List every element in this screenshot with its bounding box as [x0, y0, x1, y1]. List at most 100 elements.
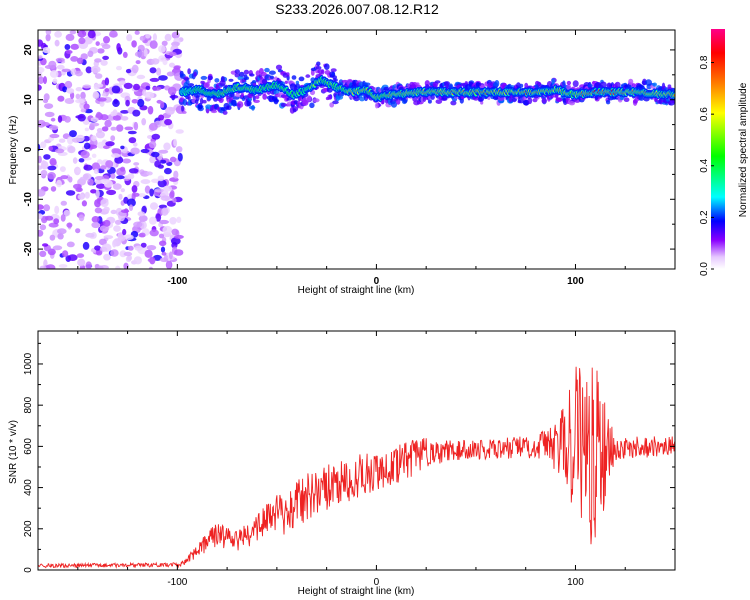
noise-blob	[127, 255, 132, 261]
noise-blob	[139, 232, 146, 238]
noise-blob	[116, 124, 124, 132]
noise-blob	[127, 130, 137, 135]
noise-blob	[66, 88, 75, 94]
noise-blob	[110, 173, 116, 180]
noise-blob	[105, 141, 115, 147]
y-tick-label: -10	[23, 192, 34, 207]
noise-blob	[100, 59, 108, 66]
noise-blob	[133, 162, 140, 166]
noise-blob	[161, 207, 169, 216]
noise-blob	[103, 179, 113, 188]
noise-blob	[158, 45, 166, 53]
noise-blob	[49, 234, 56, 241]
ridge-halo	[566, 80, 572, 86]
noise-blob	[128, 168, 139, 174]
noise-blob	[65, 33, 75, 42]
noise-blob	[94, 207, 103, 214]
noise-blob	[120, 145, 125, 150]
noise-blob	[156, 67, 162, 76]
noise-blob	[64, 98, 75, 104]
ridge-halo	[228, 78, 234, 82]
noise-blob	[58, 138, 66, 143]
noise-blob	[96, 97, 107, 102]
noise-blob	[49, 159, 57, 166]
noise-blob	[152, 33, 157, 42]
noise-blob	[158, 114, 165, 121]
noise-blob	[38, 204, 44, 210]
noise-blob	[80, 150, 90, 159]
noise-blob	[104, 88, 110, 93]
ridge-halo	[291, 75, 297, 80]
noise-blob	[165, 106, 175, 115]
ridge-halo	[235, 93, 241, 98]
noise-blob	[52, 78, 58, 84]
noise-blob	[53, 218, 60, 225]
noise-blob	[131, 64, 139, 74]
noise-blob	[80, 108, 87, 113]
noise-blob	[38, 189, 46, 197]
x-tick-label: 0	[374, 276, 380, 287]
noise-blob	[64, 116, 71, 123]
snr-frame	[37, 330, 676, 571]
ridge-halo	[605, 100, 611, 105]
ridge-halo	[269, 75, 274, 80]
noise-blob	[162, 59, 168, 66]
noise-blob	[56, 64, 65, 70]
noise-blob	[95, 73, 103, 79]
ridge-halo	[252, 80, 257, 84]
noise-blob	[57, 233, 64, 240]
noise-blob	[57, 95, 65, 102]
noise-blob	[94, 176, 105, 181]
noise-blob	[140, 148, 150, 154]
noise-blob	[38, 55, 43, 59]
noise-blob	[116, 65, 122, 71]
noise-blob	[52, 245, 63, 251]
ridge-halo	[390, 101, 398, 108]
noise-blob	[145, 85, 151, 91]
ridge-halo	[275, 64, 283, 71]
noise-blob	[42, 47, 51, 54]
noise-blob	[119, 250, 127, 258]
noise-blob	[137, 98, 145, 108]
y-tick-label: 400	[23, 479, 34, 496]
ridge-halo	[632, 83, 636, 88]
ridge-halo	[240, 92, 244, 98]
ridge-halo	[480, 100, 484, 105]
noise-blob	[112, 240, 117, 248]
noise-blob	[44, 103, 54, 109]
ridge-halo	[238, 71, 245, 78]
noise-blob	[123, 82, 133, 89]
noise-blob	[60, 214, 66, 222]
noise-blob	[135, 60, 141, 65]
noise-blob	[111, 85, 121, 94]
noise-blob	[61, 68, 71, 73]
ridge-halo	[487, 96, 491, 100]
noise-blob	[144, 91, 155, 99]
noise-blob	[83, 164, 93, 171]
noise-blob	[122, 228, 127, 236]
y-tick-label: 1000	[23, 352, 34, 375]
noise-blob	[138, 215, 148, 222]
noise-blob	[162, 225, 173, 234]
ridge-halo	[286, 72, 290, 77]
noise-blob	[140, 179, 151, 185]
noise-blob	[99, 100, 105, 107]
noise-blob	[175, 146, 183, 153]
noise-blob	[60, 200, 67, 206]
noise-blob	[65, 50, 73, 54]
noise-blob	[101, 126, 109, 132]
noise-blob	[75, 98, 85, 104]
noise-blob	[90, 189, 97, 194]
noise-blob	[62, 86, 68, 93]
ridge-halo	[566, 84, 572, 90]
noise-blob	[77, 258, 86, 267]
noise-blob	[139, 35, 146, 41]
noise-blob	[38, 76, 44, 84]
noise-blob	[167, 86, 177, 96]
noise-blob	[149, 122, 158, 131]
noise-blob	[112, 183, 122, 190]
noise-blob	[159, 240, 167, 247]
noise-blob	[41, 122, 50, 127]
